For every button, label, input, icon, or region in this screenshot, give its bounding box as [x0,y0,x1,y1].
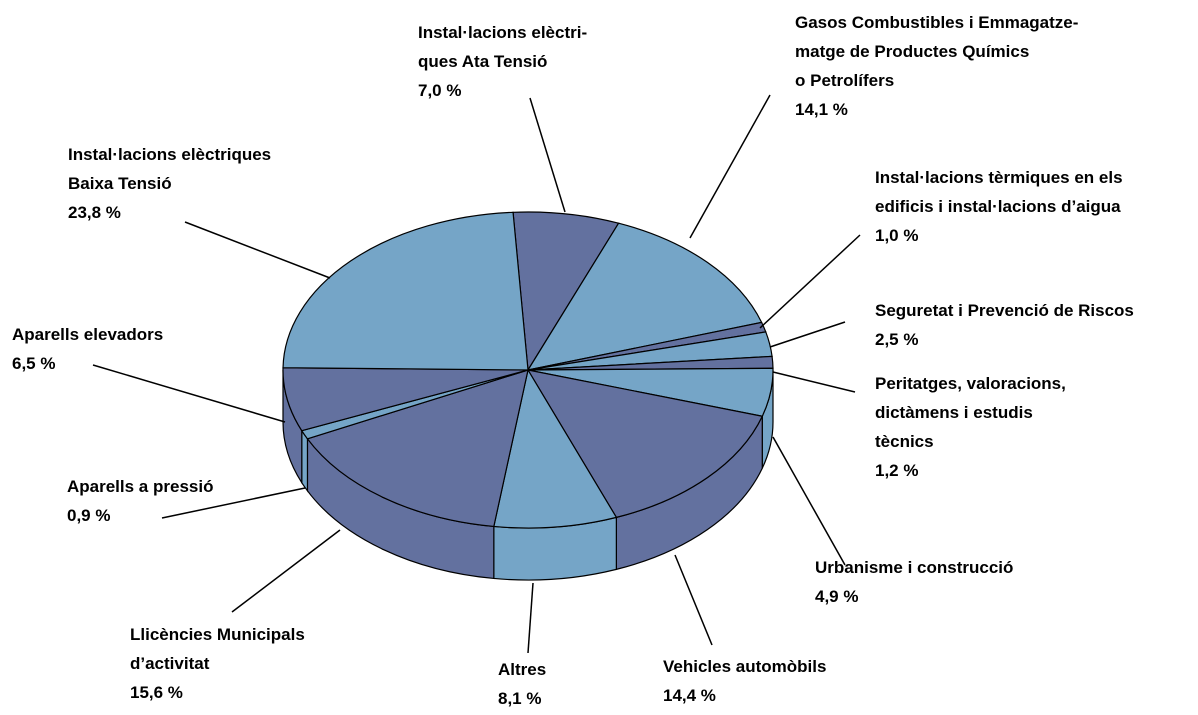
slice-label: Aparells a pressió [67,477,213,496]
slice [306,369,529,528]
slice-side [301,428,309,493]
slice-label: Aparells elevadors [12,325,163,344]
value-label: 23,8 % [68,203,121,222]
slice-label: Instal·lacions tèrmiques en els edificis … [875,168,1123,216]
value-label: 1,2 % [875,461,918,480]
slice [526,369,764,519]
leader-line [184,221,331,279]
value-label: 14,1 % [795,100,848,119]
leader-line [772,371,856,393]
slice-label: Urbanisme i construcció [815,558,1013,577]
value-label: 8,1 % [498,689,541,708]
slice-label: Seguretat i Prevenció de Riscos [875,301,1134,320]
slice-label: Vehicles automòbils [663,657,826,676]
leader-line [674,554,713,646]
slice-label: Peritatges, valoracions, dictàmens i estu… [875,374,1066,451]
leader-line [527,582,534,654]
leader-line [759,234,861,329]
slice-label: Instal·lacions elèctriques Baixa Tensió [68,145,271,193]
leader-line [529,97,566,213]
slice-label: Llicències Municipals d’activitat [130,625,305,673]
leader-line [689,94,771,239]
slice-label: Instal·lacions elèctri-ques Ata Tensió [418,23,587,71]
leader-line [772,436,846,566]
slice [526,222,763,371]
slice [512,211,620,372]
leader-line [92,364,286,423]
value-label: 14,4 % [663,686,716,705]
leader-line [231,529,341,613]
slice [282,211,529,371]
slice [493,368,618,529]
value-label: 7,0 % [418,81,461,100]
value-label: 15,6 % [130,683,183,702]
leader-line [161,487,306,519]
slice-label: Altres [498,660,546,679]
leader-line [769,321,846,348]
value-label: 6,5 % [12,354,55,373]
slice-label: Gasos Combustibles i Emmagatze-matge de … [795,13,1078,90]
value-label: 1,0 % [875,226,918,245]
value-label: 0,9 % [67,506,110,525]
value-label: 2,5 % [875,330,918,349]
value-label: 4,9 % [815,587,858,606]
